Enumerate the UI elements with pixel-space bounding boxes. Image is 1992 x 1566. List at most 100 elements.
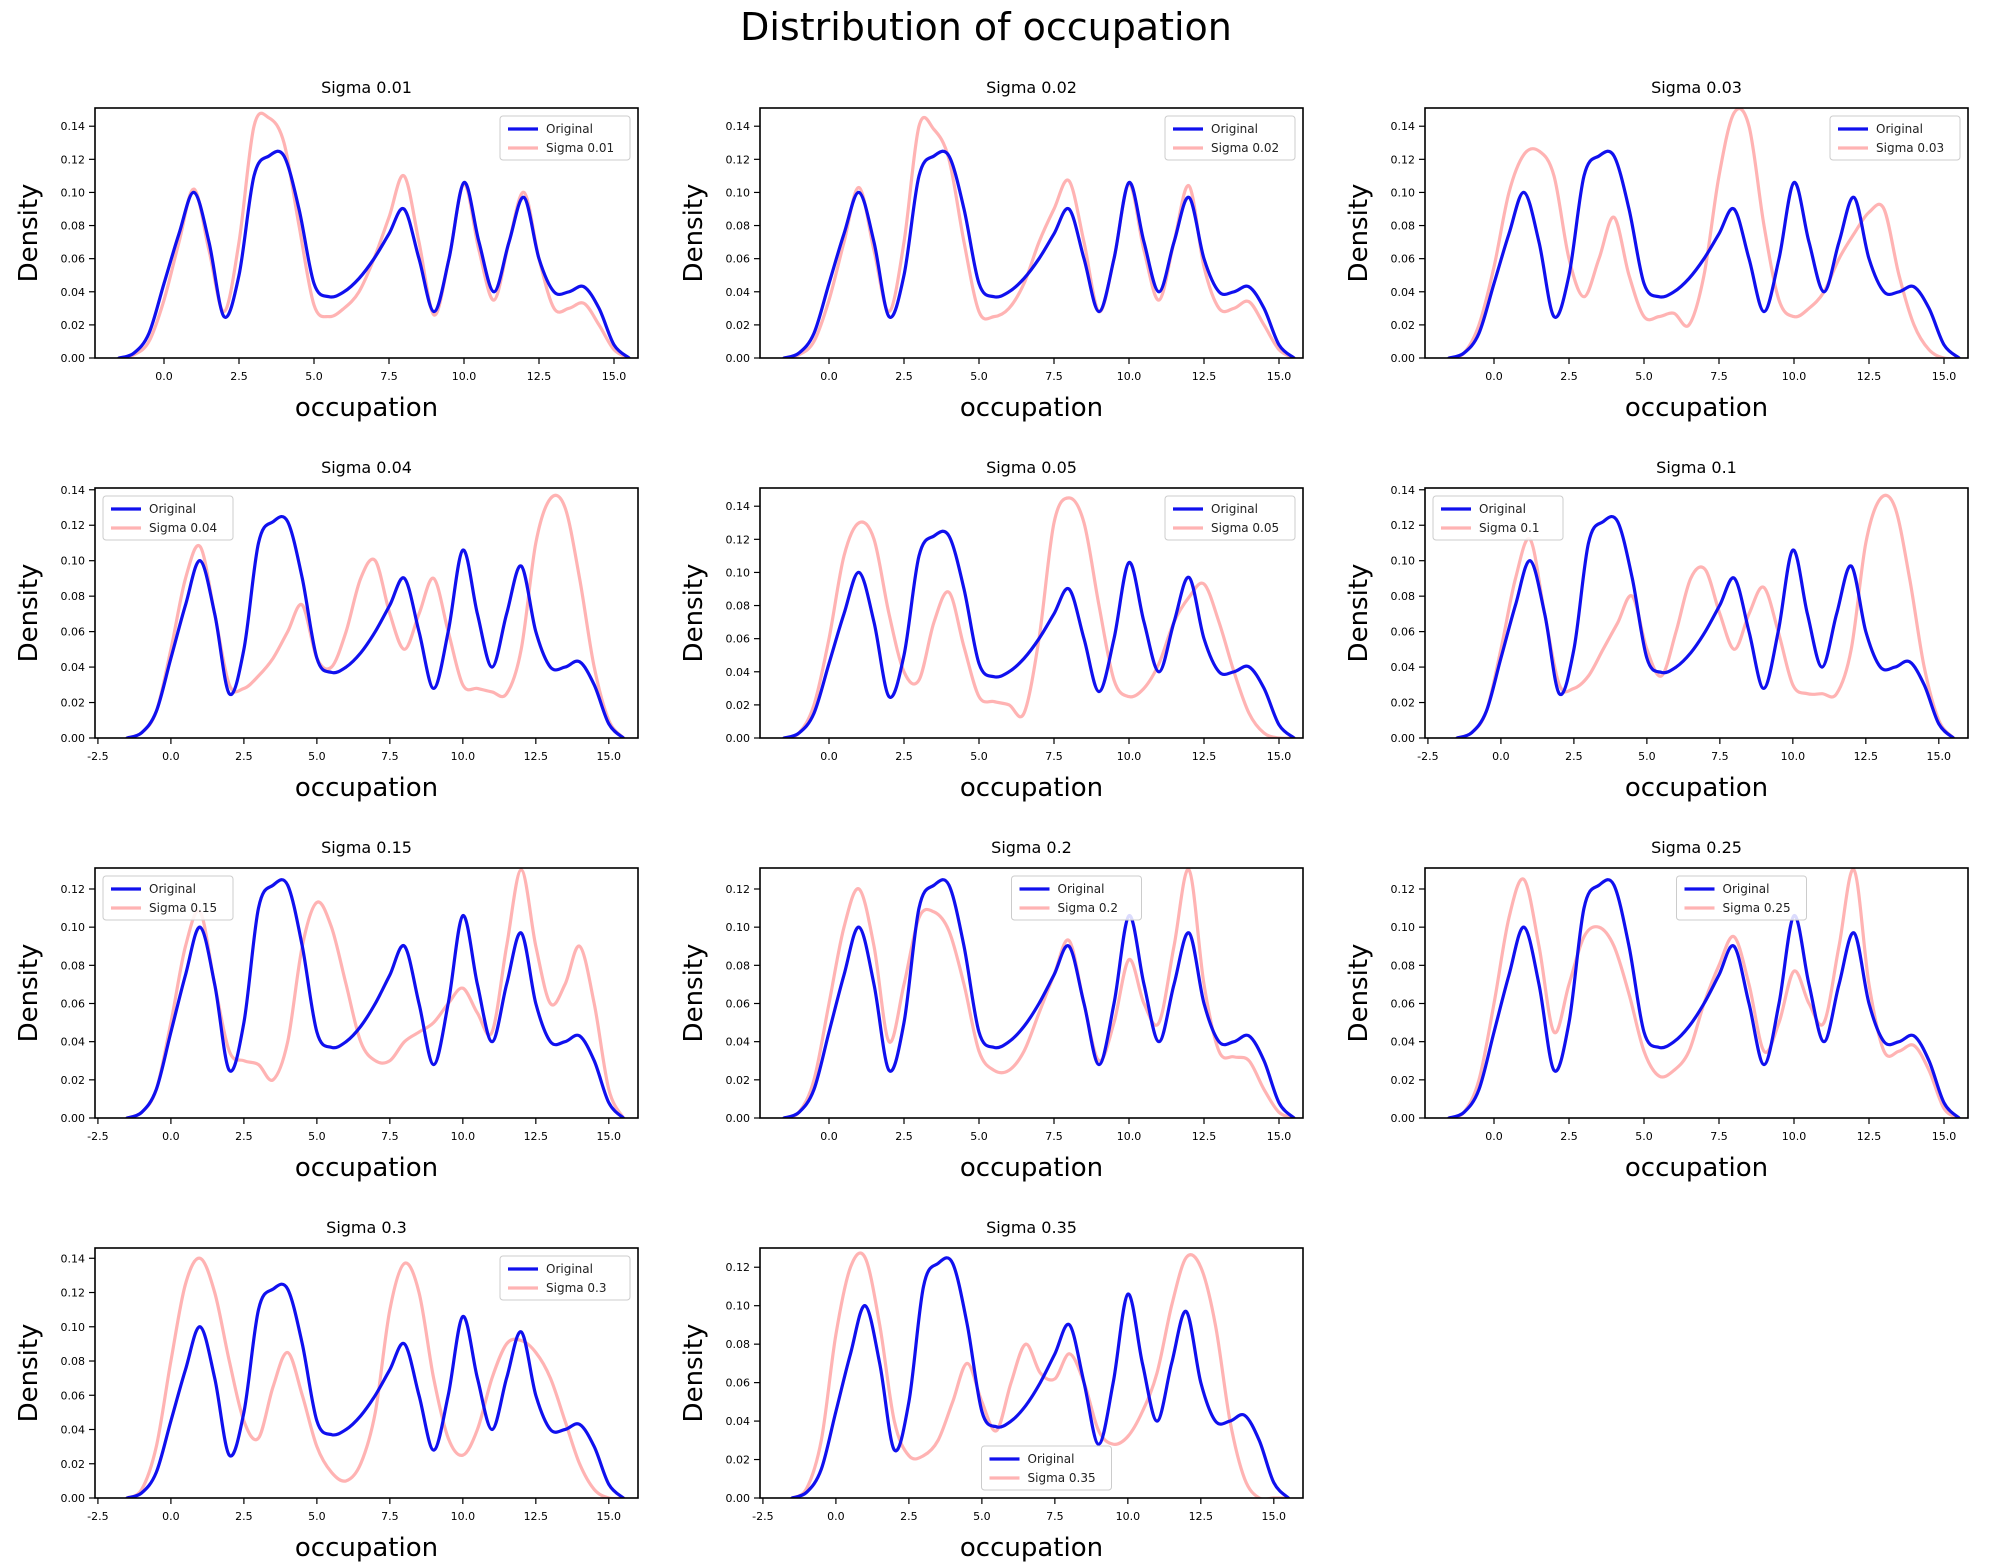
y-tick-label: 0.10 bbox=[1391, 555, 1416, 568]
y-tick-label: 0.02 bbox=[726, 319, 751, 332]
x-tick-label: 5.0 bbox=[970, 370, 988, 383]
x-tick-label: 5.0 bbox=[970, 750, 988, 763]
y-axis-label: Density bbox=[679, 944, 709, 1043]
x-tick-label: 10.0 bbox=[452, 370, 477, 383]
y-tick-label: 0.04 bbox=[61, 286, 86, 299]
y-tick-label: 0.12 bbox=[1391, 153, 1416, 166]
x-tick-label: 2.5 bbox=[895, 1130, 913, 1143]
y-tick-label: 0.06 bbox=[726, 633, 751, 646]
y-tick-label: 0.06 bbox=[726, 997, 751, 1010]
legend-label: Original bbox=[546, 122, 593, 136]
y-tick-label: 0.06 bbox=[1391, 626, 1416, 639]
y-axis-label: Density bbox=[14, 944, 44, 1043]
x-tick-label: 10.0 bbox=[1782, 370, 1807, 383]
y-tick-label: 0.06 bbox=[726, 1377, 751, 1390]
x-tick-label: 5.0 bbox=[973, 1510, 991, 1523]
x-tick-label: 0.0 bbox=[820, 1130, 838, 1143]
x-tick-label: 7.5 bbox=[381, 1130, 399, 1143]
y-tick-label: 0.00 bbox=[1391, 1112, 1416, 1125]
y-tick-label: 0.14 bbox=[1391, 120, 1416, 133]
y-tick-label: 0.10 bbox=[61, 186, 86, 199]
x-tick-label: 2.5 bbox=[235, 750, 253, 763]
x-tick-label: 12.5 bbox=[527, 370, 552, 383]
subplot-title: Sigma 0.05 bbox=[986, 458, 1077, 477]
legend-label: Sigma 0.1 bbox=[1479, 521, 1540, 535]
x-axis-label: occupation bbox=[960, 773, 1103, 803]
legend: Original Sigma 0.01 bbox=[499, 115, 631, 161]
y-tick-label: 0.14 bbox=[61, 1252, 86, 1265]
y-tick-label: 0.04 bbox=[1391, 1036, 1416, 1049]
legend: Original Sigma 0.2 bbox=[1011, 875, 1142, 921]
y-axis-label: Density bbox=[1344, 944, 1374, 1043]
y-tick-label: 0.08 bbox=[1391, 590, 1416, 603]
x-tick-label: 2.5 bbox=[235, 1510, 253, 1523]
x-tick-label: 15.0 bbox=[597, 750, 622, 763]
y-tick-label: 0.14 bbox=[61, 120, 86, 133]
subplot-5: Sigma 0.05 0.0 2.5 5.0 7.5 10.0 12.5 15.0 0.00 0.… bbox=[679, 458, 1304, 803]
legend-label: Sigma 0.04 bbox=[149, 521, 217, 535]
series-line-original bbox=[117, 149, 631, 358]
y-tick-label: 0.04 bbox=[726, 1415, 751, 1428]
y-tick-label: 0.00 bbox=[1391, 732, 1416, 745]
x-tick-label: 10.0 bbox=[1117, 1130, 1142, 1143]
x-tick-label: -2.5 bbox=[87, 1510, 108, 1523]
subplot-8: Sigma 0.2 0.0 2.5 5.0 7.5 10.0 12.5 15.0 0.00 0.0… bbox=[679, 838, 1304, 1183]
y-tick-label: 0.12 bbox=[61, 1287, 86, 1300]
subplot-title: Sigma 0.1 bbox=[1656, 458, 1737, 477]
subplot-2: Sigma 0.02 0.0 2.5 5.0 7.5 10.0 12.5 15.0 0.00 0.… bbox=[679, 78, 1304, 423]
legend-label: Sigma 0.3 bbox=[546, 1281, 607, 1295]
x-tick-label: 15.0 bbox=[1267, 750, 1292, 763]
series-line-original bbox=[125, 1282, 625, 1498]
x-tick-label: 7.5 bbox=[1046, 1510, 1064, 1523]
x-tick-label: 5.0 bbox=[308, 1510, 326, 1523]
y-tick-label: 0.08 bbox=[726, 959, 751, 972]
legend-label: Original bbox=[149, 502, 196, 516]
subplot-7: Sigma 0.15 -2.5 0.0 2.5 5.0 7.5 10.0 12.5 15.0 0.… bbox=[14, 838, 639, 1183]
x-tick-label: 10.0 bbox=[1117, 370, 1142, 383]
y-tick-label: 0.04 bbox=[726, 666, 751, 679]
legend: Original Sigma 0.3 bbox=[499, 1255, 631, 1301]
y-tick-label: 0.04 bbox=[61, 1036, 86, 1049]
x-tick-label: 12.5 bbox=[524, 1510, 549, 1523]
x-tick-label: 0.0 bbox=[155, 370, 173, 383]
x-tick-label: 10.0 bbox=[1782, 1130, 1807, 1143]
plot-frame bbox=[1424, 867, 1969, 1119]
legend: Original Sigma 0.35 bbox=[981, 1445, 1112, 1491]
x-tick-label: 7.5 bbox=[1045, 750, 1063, 763]
y-tick-label: 0.02 bbox=[1391, 697, 1416, 710]
plot-frame bbox=[759, 107, 1304, 359]
y-tick-label: 0.02 bbox=[1391, 319, 1416, 332]
series-line-original bbox=[790, 1256, 1290, 1498]
y-tick-label: 0.10 bbox=[726, 566, 751, 579]
legend: Original Sigma 0.1 bbox=[1432, 495, 1564, 541]
legend-label: Original bbox=[1211, 122, 1258, 136]
x-tick-label: 0.0 bbox=[162, 1510, 180, 1523]
x-tick-label: 12.5 bbox=[1857, 370, 1882, 383]
subplot-title: Sigma 0.02 bbox=[986, 78, 1077, 97]
y-tick-label: 0.02 bbox=[61, 1074, 86, 1087]
y-tick-label: 0.10 bbox=[726, 186, 751, 199]
y-axis-label: Density bbox=[679, 184, 709, 283]
x-tick-label: 0.0 bbox=[1485, 370, 1503, 383]
x-tick-label: 10.0 bbox=[451, 1510, 476, 1523]
x-tick-label: 15.0 bbox=[1267, 1130, 1292, 1143]
x-tick-label: 15.0 bbox=[1927, 750, 1952, 763]
x-tick-label: 10.0 bbox=[451, 1130, 476, 1143]
x-tick-label: 2.5 bbox=[895, 370, 913, 383]
series-line-original bbox=[1455, 514, 1955, 738]
y-tick-label: 0.10 bbox=[61, 1321, 86, 1334]
y-tick-label: 0.08 bbox=[1391, 959, 1416, 972]
y-tick-label: 0.08 bbox=[726, 1338, 751, 1351]
y-axis-label: Density bbox=[679, 564, 709, 663]
legend-label: Sigma 0.01 bbox=[546, 141, 614, 155]
x-tick-label: 15.0 bbox=[597, 1130, 622, 1143]
y-axis-label: Density bbox=[1344, 184, 1374, 283]
legend-label: Original bbox=[1876, 122, 1923, 136]
y-tick-label: 0.08 bbox=[61, 590, 86, 603]
x-tick-label: 12.5 bbox=[524, 1130, 549, 1143]
subplot-grid: Sigma 0.01 0.0 2.5 5.0 7.5 10.0 12.5 15.0 0.00 0.… bbox=[14, 78, 1969, 1563]
subplot-6: Sigma 0.1 -2.5 0.0 2.5 5.0 7.5 10.0 12.5 15.0 0.0… bbox=[1344, 458, 1969, 803]
y-tick-label: 0.08 bbox=[726, 600, 751, 613]
x-tick-label: 0.0 bbox=[1492, 750, 1510, 763]
